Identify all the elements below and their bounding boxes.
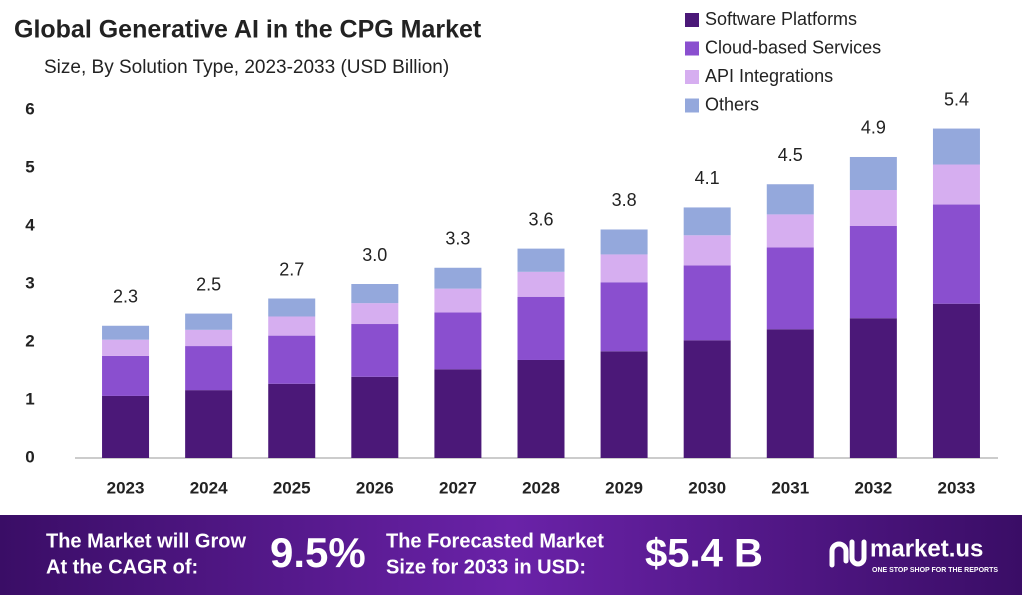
y-tick-label: 2 bbox=[25, 331, 34, 350]
bar-segment bbox=[932, 164, 980, 205]
bar-segment bbox=[600, 254, 648, 283]
bar-segment bbox=[849, 226, 897, 319]
bar-segment bbox=[683, 265, 731, 341]
x-tick-label: 2028 bbox=[522, 478, 560, 497]
x-tick-label: 2031 bbox=[771, 478, 809, 497]
bar-segment bbox=[517, 248, 565, 272]
banner bbox=[0, 515, 1022, 595]
bar-segment bbox=[351, 284, 399, 304]
cagr-text: At the CAGR of: bbox=[46, 556, 198, 578]
bar-segment bbox=[849, 190, 897, 226]
bar-segment bbox=[185, 390, 233, 458]
bar-segment bbox=[268, 298, 316, 317]
legend-swatch bbox=[685, 13, 699, 27]
bar-segment bbox=[766, 329, 814, 458]
y-tick-label: 5 bbox=[25, 157, 34, 176]
bar-segment bbox=[932, 204, 980, 304]
cagr-text: The Market will Grow bbox=[46, 530, 246, 552]
legend-label: API Integrations bbox=[705, 66, 833, 86]
y-tick-label: 6 bbox=[25, 99, 34, 118]
y-tick-label: 4 bbox=[25, 215, 35, 234]
bar-segment bbox=[185, 313, 233, 330]
bar-segment bbox=[600, 351, 648, 458]
bar-segment bbox=[517, 359, 565, 458]
x-tick-label: 2030 bbox=[688, 478, 726, 497]
x-tick-label: 2027 bbox=[439, 478, 477, 497]
total-label: 4.5 bbox=[778, 145, 803, 165]
total-label: 4.1 bbox=[695, 168, 720, 188]
bar-segment bbox=[600, 229, 648, 255]
total-label: 3.0 bbox=[362, 245, 387, 265]
bar-segment bbox=[185, 346, 233, 391]
cagr-value: 9.5% bbox=[270, 529, 366, 576]
bar-segment bbox=[351, 303, 399, 325]
bar-segment bbox=[434, 369, 482, 458]
total-label: 3.6 bbox=[528, 209, 553, 229]
total-label: 2.5 bbox=[196, 274, 221, 294]
bar-segment bbox=[849, 318, 897, 458]
chart-subtitle: Size, By Solution Type, 2023-2033 (USD B… bbox=[44, 57, 449, 78]
forecast-text: Size for 2033 in USD: bbox=[386, 556, 586, 578]
bar-segment bbox=[268, 383, 316, 458]
total-label: 3.8 bbox=[612, 190, 637, 210]
bar-segment bbox=[434, 312, 482, 370]
bar-segment bbox=[434, 288, 482, 313]
bar-segment bbox=[434, 267, 482, 289]
bar-segment bbox=[932, 128, 980, 165]
bar-segment bbox=[683, 235, 731, 266]
bar-segment bbox=[185, 329, 233, 347]
legend-label: Cloud-based Services bbox=[705, 37, 881, 57]
bar-segment bbox=[683, 207, 731, 236]
x-tick-label: 2023 bbox=[107, 478, 145, 497]
x-tick-label: 2033 bbox=[938, 478, 976, 497]
bar-segment bbox=[351, 324, 399, 377]
x-tick-label: 2025 bbox=[273, 478, 311, 497]
total-label: 5.4 bbox=[944, 89, 969, 109]
x-tick-label: 2026 bbox=[356, 478, 394, 497]
x-tick-label: 2029 bbox=[605, 478, 643, 497]
y-tick-label: 3 bbox=[25, 273, 34, 292]
bar-segment bbox=[102, 395, 150, 458]
bar-segment bbox=[600, 282, 648, 352]
bar-segment bbox=[102, 325, 150, 340]
bar-segment bbox=[766, 184, 814, 215]
total-label: 3.3 bbox=[445, 229, 470, 249]
forecast-value: $5.4 B bbox=[645, 532, 763, 576]
brand: market.us bbox=[870, 535, 983, 562]
legend-swatch bbox=[685, 98, 699, 113]
bar-segment bbox=[849, 156, 897, 191]
x-tick-label: 2024 bbox=[190, 478, 228, 497]
y-tick-label: 1 bbox=[25, 389, 34, 408]
bar-segment bbox=[102, 339, 150, 356]
chart-title: Global Generative AI in the CPG Market bbox=[14, 16, 482, 44]
bar-segment bbox=[102, 355, 150, 396]
bar-segment bbox=[268, 335, 316, 384]
legend-swatch bbox=[685, 70, 699, 84]
tagline: ONE STOP SHOP FOR THE REPORTS bbox=[872, 567, 998, 574]
legend-label: Others bbox=[705, 94, 759, 114]
legend-swatch bbox=[685, 41, 699, 56]
bar-segment bbox=[683, 340, 731, 458]
x-tick-label: 2032 bbox=[854, 478, 892, 497]
total-label: 2.3 bbox=[113, 287, 138, 307]
bar-segment bbox=[517, 271, 565, 297]
bar-segment bbox=[268, 316, 316, 336]
legend-label: Software Platforms bbox=[705, 9, 857, 29]
y-tick-label: 0 bbox=[25, 447, 34, 466]
bar-segment bbox=[517, 296, 565, 360]
total-label: 4.9 bbox=[861, 118, 886, 138]
total-label: 2.7 bbox=[279, 259, 304, 279]
bar-segment bbox=[351, 376, 399, 458]
bar-segment bbox=[766, 214, 814, 248]
banner-text: The Market will Grow At the CAGR of: 9.5… bbox=[46, 529, 998, 578]
bar-segment bbox=[766, 247, 814, 330]
bar-segment bbox=[932, 303, 980, 458]
forecast-text: The Forecasted Market bbox=[386, 530, 604, 552]
brand-logo bbox=[829, 539, 867, 568]
